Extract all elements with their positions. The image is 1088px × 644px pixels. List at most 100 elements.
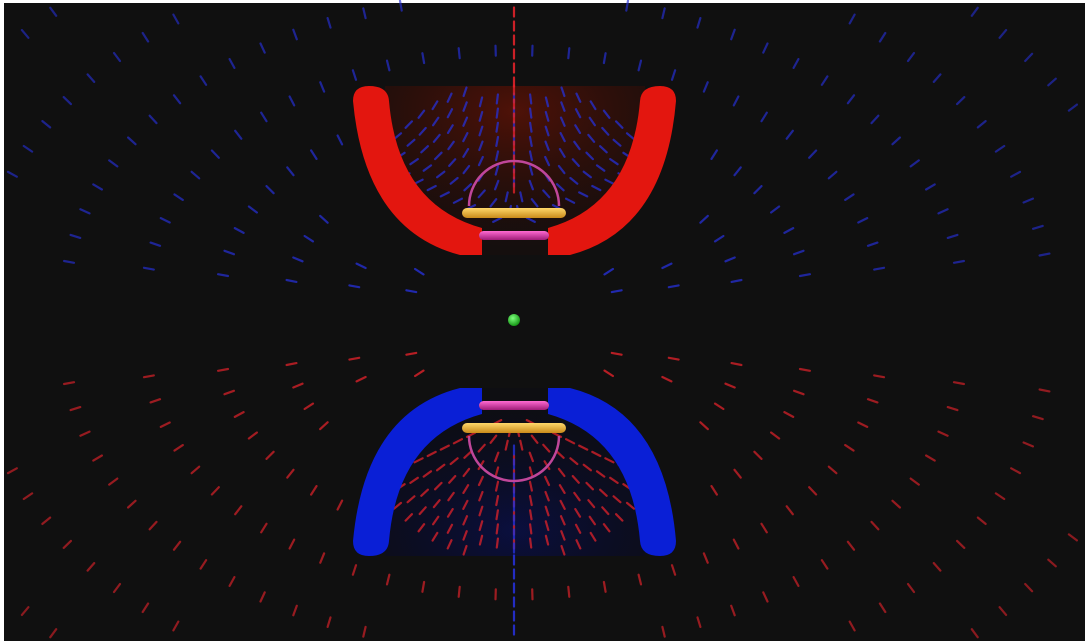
field-dash (79, 430, 91, 437)
field-dash (595, 164, 606, 172)
field-dash (319, 81, 326, 93)
field-dash (457, 47, 461, 60)
field-dash (310, 149, 318, 160)
field-dash (661, 375, 673, 383)
field-dash (906, 582, 916, 594)
field-dash (602, 52, 607, 65)
field-dash (79, 208, 91, 215)
field-dash (604, 178, 615, 185)
field-dash (223, 249, 235, 256)
field-dash (446, 523, 454, 534)
field-dash (732, 95, 740, 107)
field-dash (142, 374, 155, 379)
field-dash (601, 506, 610, 516)
field-dash (20, 606, 30, 617)
field-dash (462, 101, 468, 112)
field-dash (625, 132, 636, 141)
field-dash (857, 421, 869, 428)
field-dash (431, 100, 439, 111)
field-dash (326, 17, 332, 29)
field-dash (69, 233, 82, 239)
top-endcap-bar (462, 208, 566, 218)
field-dash (478, 110, 484, 122)
field-dash (69, 406, 82, 412)
field-dash (730, 28, 736, 41)
bottom-ring-outline (467, 435, 561, 483)
field-dash (1047, 77, 1057, 87)
field-dash (994, 144, 1006, 153)
field-dash (574, 108, 582, 119)
field-dash (446, 508, 454, 518)
field-dash (217, 273, 230, 278)
field-dash (20, 29, 30, 39)
field-dash (141, 602, 150, 614)
field-dash (730, 604, 736, 617)
field-dash (173, 444, 184, 452)
field-dash (1024, 52, 1034, 63)
field-dash (994, 492, 1006, 501)
field-dash (564, 438, 576, 445)
field-dash (422, 470, 433, 478)
field-dash (891, 136, 902, 146)
field-dash (609, 476, 619, 484)
field-dash (602, 523, 611, 533)
field-dash (528, 509, 533, 521)
field-dash (575, 92, 582, 103)
field-dash (259, 42, 266, 54)
field-dash (495, 135, 500, 147)
field-dash (228, 57, 236, 70)
bottom-endcap-electrode (353, 388, 676, 556)
field-dash (494, 164, 500, 176)
field-dash (909, 159, 920, 168)
field-dash (603, 369, 615, 378)
field-dash (578, 444, 589, 451)
field-dash (426, 450, 437, 458)
field-dash (448, 475, 457, 484)
field-dash (528, 93, 533, 105)
field-dash (976, 516, 987, 526)
field-dash (1031, 224, 1044, 230)
field-dash (452, 197, 463, 204)
field-dash (866, 241, 879, 247)
field-dash (351, 564, 358, 576)
field-dash (223, 389, 235, 396)
field-dash (446, 92, 453, 103)
field-dash (528, 466, 534, 478)
field-dash (362, 7, 367, 20)
field-dash (478, 96, 484, 108)
field-dash (544, 475, 551, 487)
field-dash (210, 149, 220, 159)
field-dash (952, 259, 966, 264)
field-dash (753, 450, 763, 460)
field-dash (355, 375, 367, 383)
field-dash (436, 463, 446, 472)
field-dash (589, 531, 597, 542)
field-dash (769, 431, 781, 440)
field-dash (702, 81, 709, 93)
field-dash (1010, 467, 1022, 475)
field-dash (696, 17, 702, 29)
field-dash (667, 356, 680, 361)
field-dash (265, 185, 275, 195)
field-dash (413, 457, 424, 464)
field-dash (602, 580, 607, 593)
field-dash (494, 179, 500, 191)
field-dash (906, 51, 916, 63)
field-dash (420, 145, 429, 154)
field-dash (614, 120, 624, 129)
field-dash (285, 278, 298, 283)
field-dash (462, 86, 468, 98)
field-dash (406, 495, 416, 504)
field-dash (336, 134, 344, 146)
field-dash (303, 402, 315, 411)
bottom-ring-bar (479, 401, 549, 410)
field-dash (148, 114, 158, 125)
top-ring-bar (479, 231, 549, 240)
field-dash (762, 42, 769, 54)
field-dash (417, 523, 426, 533)
field-dash (405, 289, 418, 294)
field-dash (108, 477, 119, 486)
field-dash (1067, 103, 1079, 112)
field-dash (495, 495, 500, 507)
field-dash (946, 406, 959, 412)
